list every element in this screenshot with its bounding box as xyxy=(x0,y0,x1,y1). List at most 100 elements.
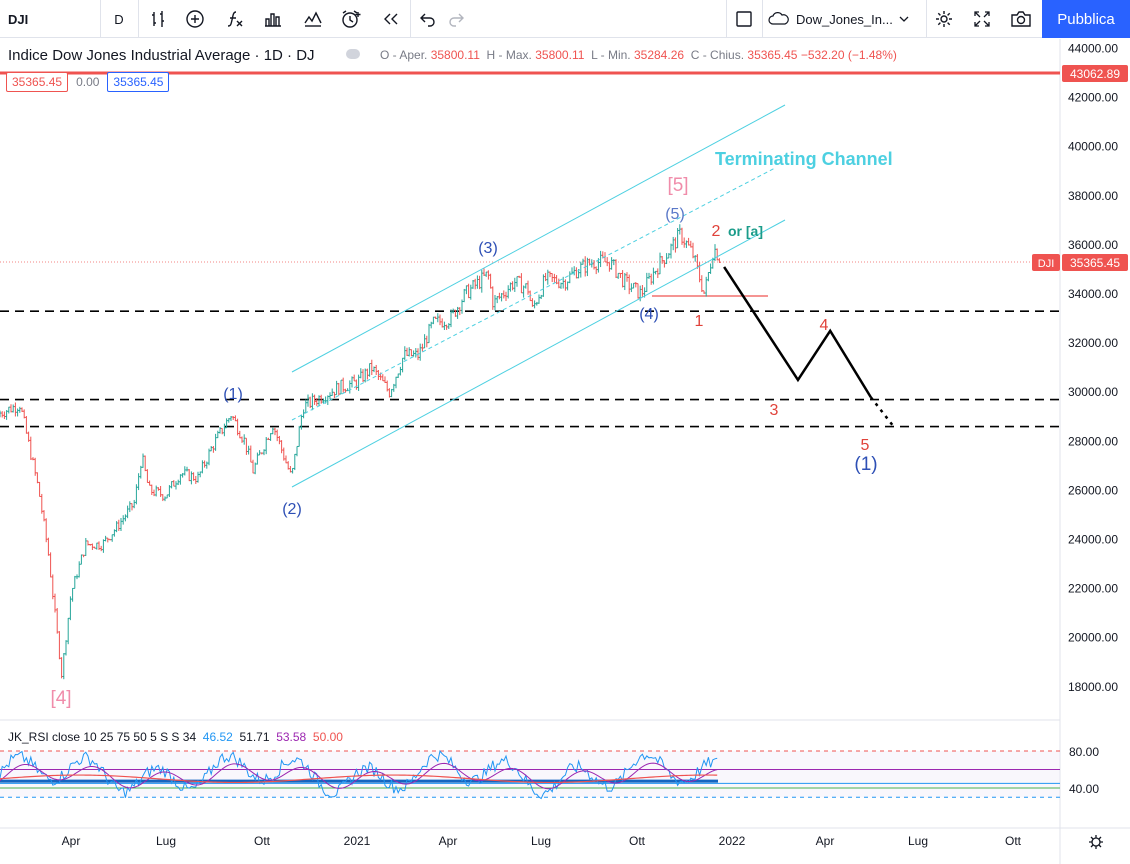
fullscreen-icon[interactable] xyxy=(966,0,998,38)
bid-pill[interactable]: 35365.45 xyxy=(6,72,69,92)
wave-projection xyxy=(723,266,895,428)
price-tick-label: 20000.00 xyxy=(1068,631,1118,645)
rsi-legend: JK_RSI close 10 25 75 50 5 S S 34 46.52 … xyxy=(8,730,343,744)
wave-label: Terminating Channel xyxy=(715,149,893,169)
wave-label: (1) xyxy=(854,454,877,475)
price-tick-label: 42000.00 xyxy=(1068,91,1118,105)
time-tick-label: Ott xyxy=(629,834,646,848)
chart-legend: Indice Dow Jones Industrial Average · 1D… xyxy=(8,44,315,66)
last-price-tag xyxy=(1062,254,1128,271)
undo-icon[interactable] xyxy=(412,0,444,38)
time-tick-label: Lug xyxy=(531,834,551,848)
symbol-tag xyxy=(1032,254,1060,271)
symbol-tag-label: DJI xyxy=(1038,258,1055,270)
time-tick-label: 2022 xyxy=(719,834,746,848)
time-tick-label: 2021 xyxy=(344,834,371,848)
financials-icon[interactable] xyxy=(256,0,290,38)
rsi-pane: 80.00 40.00 xyxy=(0,745,1099,800)
legend-toggle-icon[interactable] xyxy=(346,49,360,59)
wave-label: 2 xyxy=(712,223,721,240)
rsi-axis-label: 80.00 xyxy=(1069,745,1099,759)
interval-button[interactable]: D xyxy=(114,11,124,27)
channel-lower-line xyxy=(291,219,786,488)
redo-icon xyxy=(442,0,470,38)
price-bars xyxy=(0,224,721,680)
terminating-channel xyxy=(291,104,786,488)
price-tick-label: 32000.00 xyxy=(1068,336,1118,350)
wave-label: 1 xyxy=(695,313,704,330)
alert-clock-icon[interactable] xyxy=(334,0,368,38)
low-label: L - Min. xyxy=(591,48,631,62)
channel-upper-line xyxy=(291,104,786,373)
toolbar-divider xyxy=(762,0,763,38)
wave-label: (2) xyxy=(282,501,302,518)
wave-label: [4] xyxy=(50,688,71,709)
toolbar-divider xyxy=(100,0,101,38)
low-value: 35284.26 xyxy=(633,48,685,62)
close-label: C - Chius. xyxy=(690,48,745,62)
spread-value: 0.00 xyxy=(76,75,100,89)
rsi-signal-line xyxy=(0,762,718,790)
projection-path xyxy=(723,266,872,398)
rsi-slow-line xyxy=(0,774,718,784)
top-toolbar: DJI D Dow_Jones_In... xyxy=(0,0,1130,38)
time-tick-label: Ott xyxy=(1005,834,1022,848)
chevron-down-icon xyxy=(899,16,909,22)
toolbar-divider xyxy=(410,0,411,38)
fullscreen-layout-icon[interactable] xyxy=(730,0,758,38)
price-tick-label: 40000.00 xyxy=(1068,140,1118,154)
ask-pill[interactable]: 35365.45 xyxy=(107,72,170,92)
time-tick-label: Lug xyxy=(908,834,928,848)
last-price-tag-label: 35365.45 xyxy=(1070,256,1120,270)
high-label: H - Max. xyxy=(486,48,532,62)
rsi-value-2: 51.71 xyxy=(239,730,270,744)
chart-title: Indice Dow Jones Industrial Average · 1D… xyxy=(8,46,315,64)
time-tick-label: Apr xyxy=(62,834,81,848)
templates-icon[interactable] xyxy=(296,0,330,38)
wave-label: or [a] xyxy=(728,223,763,239)
projection-dotted-path xyxy=(869,396,895,428)
time-tick-label: Ott xyxy=(254,834,271,848)
wave-label: (1) xyxy=(223,386,243,403)
symbol-search-button[interactable]: DJI xyxy=(8,11,29,27)
camera-icon[interactable] xyxy=(1004,0,1038,38)
wave-label: (3) xyxy=(478,240,498,257)
price-tick-label: 26000.00 xyxy=(1068,483,1118,497)
open-value: 35800.11 xyxy=(430,48,480,62)
wave-label: 4 xyxy=(820,317,829,334)
time-axis[interactable]: Apr Lug Ott 2021 Apr Lug Ott 2022 Apr Lug Ott xyxy=(62,834,1022,848)
red-level-tag-label: 43062.89 xyxy=(1070,67,1120,81)
price-tick-label: 34000.00 xyxy=(1068,287,1118,301)
price-tick-label: 30000.00 xyxy=(1068,385,1118,399)
ohlc-readout: O - Aper. 35800.11 H - Max. 35800.11 L -… xyxy=(380,48,897,62)
open-label: O - Aper. xyxy=(380,48,428,62)
rsi-value-4: 50.00 xyxy=(312,730,343,744)
price-tick-label: 18000.00 xyxy=(1068,680,1118,694)
toolbar-divider xyxy=(726,0,727,38)
cloud-icon xyxy=(768,12,789,25)
time-axis-settings-icon[interactable] xyxy=(1089,835,1103,849)
wave-label: 5 xyxy=(861,437,870,454)
layout-name-dropdown[interactable]: Dow_Jones_In... xyxy=(768,0,926,38)
time-tick-label: Apr xyxy=(816,834,835,848)
price-tick-label: 28000.00 xyxy=(1068,434,1118,448)
time-tick-label: Lug xyxy=(156,834,176,848)
price-axis[interactable]: 18000.00 20000.00 22000.00 24000.00 26000.00… xyxy=(1068,42,1118,694)
change-value: −532.20 (−1.48%) xyxy=(800,48,897,62)
price-pills: 35365.45 0.00 35365.45 xyxy=(6,72,170,92)
red-level-tag xyxy=(1062,65,1128,82)
bar-style-icon[interactable] xyxy=(142,0,176,38)
rsi-name: JK_RSI close 10 25 75 50 5 S S 34 xyxy=(8,730,197,744)
price-tick-label: 44000.00 xyxy=(1068,42,1118,56)
indicators-icon[interactable] xyxy=(218,0,252,38)
replay-icon[interactable] xyxy=(374,0,408,38)
publish-button[interactable]: Pubblica xyxy=(1042,0,1130,38)
price-tick-label: 38000.00 xyxy=(1068,189,1118,203)
rsi-axis-label: 40.00 xyxy=(1069,782,1099,796)
settings-gear-icon[interactable] xyxy=(928,0,960,38)
wave-labels: Terminating Channel [5] (5) 2 or [a] (3) (4) 1 (… xyxy=(50,149,892,709)
price-tick-label: 36000.00 xyxy=(1068,238,1118,252)
channel-mid-line xyxy=(291,167,776,421)
compare-add-icon[interactable] xyxy=(178,0,212,38)
